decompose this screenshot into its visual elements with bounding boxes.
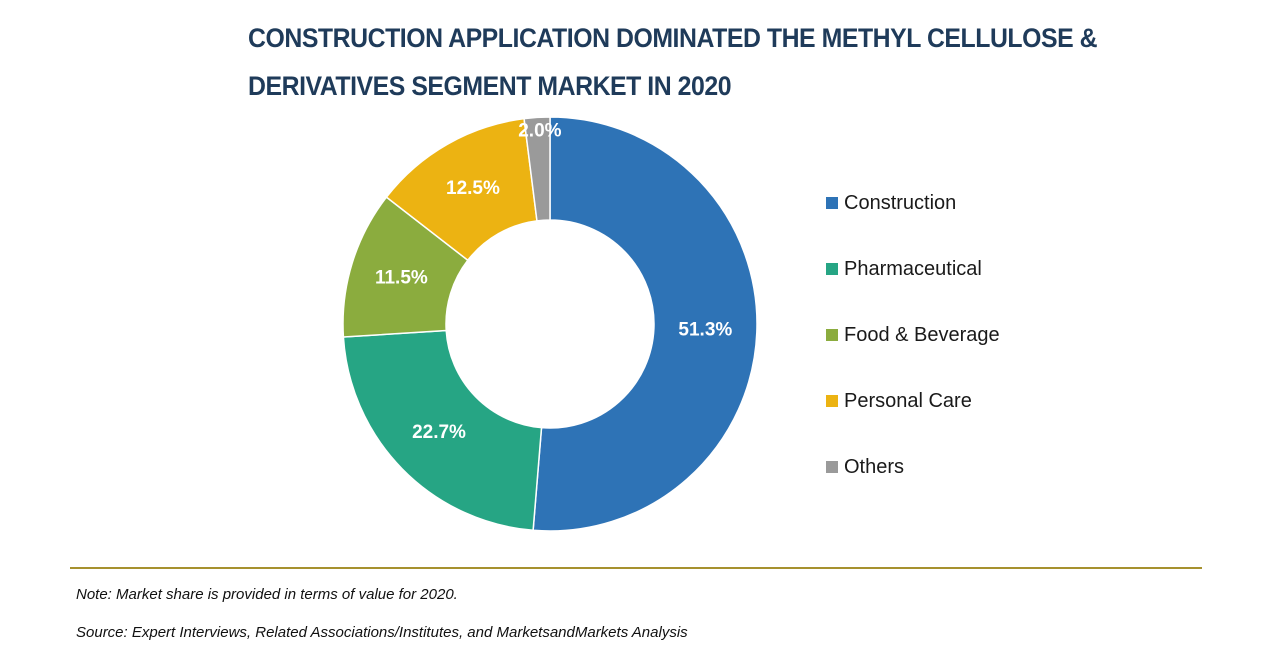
legend-label-food-beverage: Food & Beverage xyxy=(844,323,1000,346)
legend-swatch-construction xyxy=(826,197,838,209)
legend-swatch-food-beverage xyxy=(826,329,838,341)
donut-slice-pharmaceutical xyxy=(342,329,543,532)
legend-label-pharmaceutical: Pharmaceutical xyxy=(844,257,982,280)
data-label-personal-care: 12.5% xyxy=(446,178,500,199)
data-label-others: 2.0% xyxy=(518,120,561,141)
footer-divider xyxy=(70,567,1202,569)
footer-source: Source: Expert Interviews, Related Assoc… xyxy=(76,624,688,641)
legend-label-others: Others xyxy=(844,455,905,478)
legend-swatch-personal-care xyxy=(826,395,838,407)
legend-item-others: Others xyxy=(826,434,1000,500)
legend-item-pharmaceutical: Pharmaceutical xyxy=(826,236,1000,302)
donut-slice-construction xyxy=(532,116,758,532)
footer-note: Note: Market share is provided in terms … xyxy=(76,586,458,603)
legend-item-food-beverage: Food & Beverage xyxy=(826,302,1000,368)
data-label-construction: 51.3% xyxy=(678,319,732,340)
chart-title-line-1: CONSTRUCTION APPLICATION DOMINATED THE M… xyxy=(248,23,1098,53)
legend-label-personal-care: Personal Care xyxy=(844,389,972,412)
data-label-pharmaceutical: 22.7% xyxy=(412,422,466,443)
legend-swatch-pharmaceutical xyxy=(826,263,838,275)
donut-slice-others xyxy=(523,116,551,222)
legend-label-construction: Construction xyxy=(844,191,957,214)
legend: Construction Pharmaceutical Food & Bever… xyxy=(826,170,1000,500)
chart-title-line-2: DERIVATIVES SEGMENT MARKET IN 2020 xyxy=(248,71,732,101)
legend-item-personal-care: Personal Care xyxy=(826,368,1000,434)
data-label-food-beverage: 11.5% xyxy=(375,267,428,288)
legend-swatch-others xyxy=(826,461,838,473)
chart-title: CONSTRUCTION APPLICATION DOMINATED THE M… xyxy=(248,14,1131,110)
legend-item-construction: Construction xyxy=(826,170,1000,236)
